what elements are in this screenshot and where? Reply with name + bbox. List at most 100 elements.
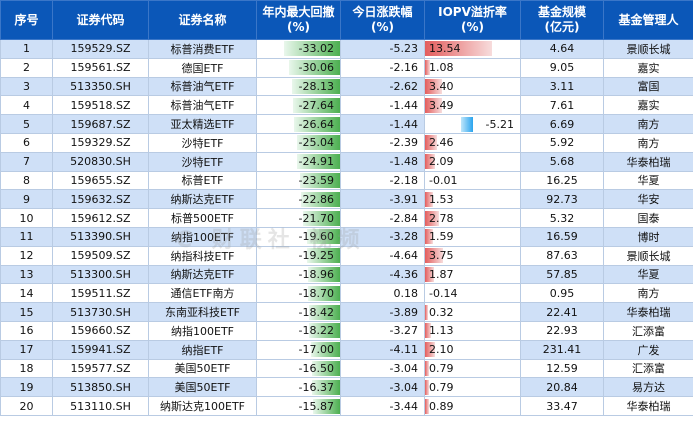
cell-code: 513300.SH [52,264,149,285]
cell-name: 纳斯达克ETF [148,264,257,285]
table-row[interactable]: 20 513110.SH 纳斯达克100ETF -15.87 -3.44 0.89 33.4… [0,396,693,416]
table-row[interactable]: 8 159655.SZ 标普ETF -23.59 -2.18 -0.01 16.25 华夏 [0,170,693,191]
drawdown-value: -24.91 [298,155,334,169]
cell-iopv: 3.49 [424,95,521,116]
iopv-bar-positive [425,248,444,264]
table-row[interactable]: 11 513390.SH 纳指100ETF -19.60 -3.28 1.59 16.59 博… [0,226,693,247]
cell-manager: 景顺长城 [603,39,693,59]
cell-drawdown: -18.96 [256,264,341,285]
table-body: 1 159529.SZ 标普消费ETF -33.02 -5.23 13.54 4.64 景顺长… [0,39,693,416]
cell-manager: 南方 [603,132,693,153]
drawdown-value: -28.13 [298,79,334,93]
cell-code: 513730.SH [52,302,149,322]
table-row[interactable]: 4 159518.SZ 标普油气ETF -27.64 -1.44 3.49 7.61 嘉实 [0,95,693,116]
table-row[interactable]: 12 159509.SZ 纳指科技ETF -19.25 -4.64 3.75 87.63 景顺… [0,245,693,266]
header-iopv[interactable]: IOPV溢折率 (%) [424,0,521,40]
drawdown-bar [312,398,340,414]
drawdown-bar [308,323,340,339]
table-row[interactable]: 13 513300.SH 纳斯达克ETF -18.96 -4.36 1.87 57.85 华夏 [0,264,693,285]
iopv-value: 2.10 [429,343,454,357]
table-row[interactable]: 15 513730.SH 东南亚科技ETF -18.42 -3.89 0.32 22.41 华… [0,302,693,322]
iopv-value: 13.54 [429,42,461,56]
cell-change: -2.62 [340,76,425,97]
cell-drawdown: -21.70 [256,208,341,228]
cell-change: -4.64 [340,245,425,266]
cell-change: -3.91 [340,189,425,210]
cell-name: 美国50ETF [148,377,257,398]
drawdown-value: -15.87 [298,399,334,413]
header-drawdown[interactable]: 年内最大回撤 (%) [256,0,341,40]
drawdown-bar [294,116,340,132]
table-row[interactable]: 18 159577.SZ 美国50ETF -16.50 -3.04 0.79 12.59 汇添… [0,358,693,379]
header-name[interactable]: 证券名称 [148,0,257,40]
iopv-bar-positive [425,379,429,395]
header-code[interactable]: 证券代码 [52,0,149,40]
drawdown-bar [302,210,340,226]
table-row[interactable]: 10 159612.SZ 标普500ETF -21.70 -2.84 2.78 5.32 国泰 [0,208,693,228]
cell-name: 沙特ETF [148,132,257,153]
header-manager[interactable]: 基金管理人 [603,0,693,40]
cell-change: -3.27 [340,320,425,341]
table-row[interactable]: 19 513850.SH 美国50ETF -16.37 -3.04 0.79 20.84 易方… [0,377,693,398]
table-row[interactable]: 14 159511.SZ 通信ETF南方 -18.70 0.18 -0.14 0.95 南方 [0,283,693,304]
cell-no: 20 [0,396,53,416]
cell-name: 纳斯达克ETF [148,189,257,210]
iopv-value: 2.46 [429,136,454,150]
header-change[interactable]: 今日涨跌幅 (%) [340,0,425,40]
cell-scale: 6.69 [520,114,604,134]
iopv-bar-positive [425,191,433,207]
table-row[interactable]: 3 513350.SH 标普油气ETF -28.13 -2.62 3.40 3.11 富国 [0,76,693,97]
table-row[interactable]: 16 159660.SZ 纳指100ETF -18.22 -3.27 1.13 22.93 汇… [0,320,693,341]
table-row[interactable]: 2 159561.SZ 德国ETF -30.06 -2.16 1.08 9.05 嘉实 [0,57,693,78]
drawdown-value: -23.59 [298,173,334,187]
cell-no: 9 [0,189,53,210]
cell-change: -3.89 [340,302,425,322]
cell-name: 标普500ETF [148,208,257,228]
table-row[interactable]: 6 159329.SZ 沙特ETF -25.04 -2.39 2.46 5.92 南方 [0,132,693,153]
cell-scale: 33.47 [520,396,604,416]
table-row[interactable]: 9 159632.SZ 纳斯达克ETF -22.86 -3.91 1.53 92.73 华安 [0,189,693,210]
drawdown-bar [292,97,340,113]
cell-code: 159655.SZ [52,170,149,191]
cell-iopv: 1.53 [424,189,521,210]
iopv-bar-positive [425,135,438,151]
drawdown-value: -26.64 [298,117,334,131]
cell-drawdown: -26.64 [256,114,341,134]
cell-iopv: -5.21 [424,114,521,134]
cell-no: 14 [0,283,53,304]
table-row[interactable]: 1 159529.SZ 标普消费ETF -33.02 -5.23 13.54 4.64 景顺长… [0,39,693,59]
cell-iopv: 0.89 [424,396,521,416]
iopv-value: -5.21 [485,117,514,131]
iopv-value: 2.09 [429,155,454,169]
cell-iopv: -0.01 [424,170,521,191]
drawdown-bar [299,172,340,188]
cell-iopv: 2.78 [424,208,521,228]
cell-name: 美国50ETF [148,358,257,379]
cell-manager: 南方 [603,114,693,134]
cell-manager: 国泰 [603,208,693,228]
table-row[interactable]: 17 159941.SZ 纳指ETF -17.00 -4.11 2.10 231.41 广发 [0,339,693,360]
cell-name: 纳指科技ETF [148,245,257,266]
table-row[interactable]: 5 159687.SZ 亚太精选ETF -26.64 -1.44 -5.21 6.69 南方 [0,114,693,134]
cell-no: 12 [0,245,53,266]
cell-iopv: 1.13 [424,320,521,341]
table-row[interactable]: 7 520830.SH 沙特ETF -24.91 -1.48 2.09 5.68 华泰柏瑞 [0,151,693,172]
cell-scale: 3.11 [520,76,604,97]
cell-name: 标普消费ETF [148,39,257,59]
header-no[interactable]: 序号 [0,0,53,40]
cell-name: 纳指100ETF [148,320,257,341]
cell-drawdown: -28.13 [256,76,341,97]
drawdown-value: -19.60 [298,230,334,244]
header-scale[interactable]: 基金规模 (亿元) [520,0,604,40]
cell-manager: 华泰柏瑞 [603,302,693,322]
cell-no: 1 [0,39,53,59]
cell-drawdown: -19.60 [256,226,341,247]
cell-change: -3.28 [340,226,425,247]
drawdown-value: -16.50 [298,361,334,375]
iopv-bar-positive [425,266,435,282]
cell-scale: 20.84 [520,377,604,398]
iopv-value: 1.53 [429,192,454,206]
cell-no: 10 [0,208,53,228]
iopv-value: 3.75 [429,249,454,263]
